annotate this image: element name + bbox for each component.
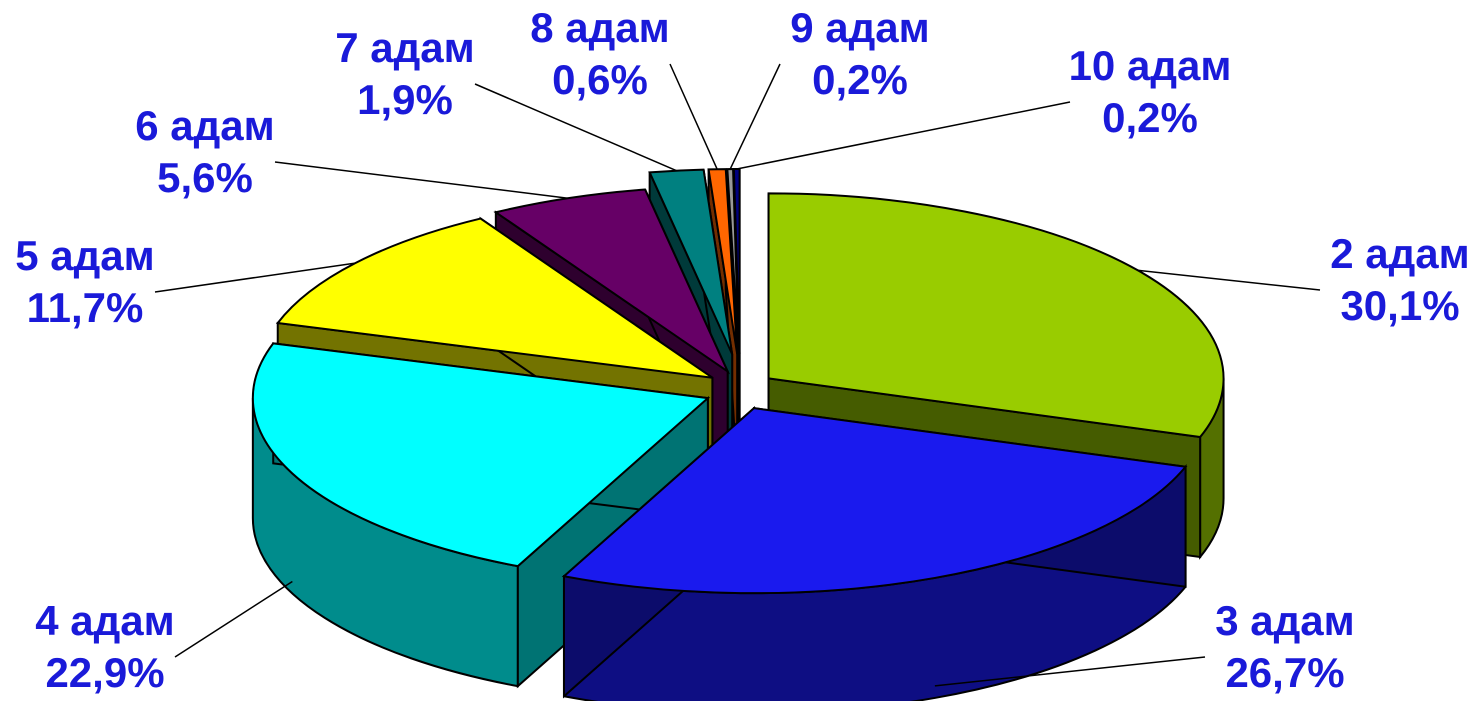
slice-2-top [767,192,1225,439]
leader-line-10 [736,101,1071,170]
slice-value-10: 0,2% [1102,94,1198,141]
slice-value-6: 5,6% [157,154,253,201]
slice-value-2: 30,1% [1340,282,1459,329]
slice-value-7: 1,9% [357,76,453,123]
slice-label-10: 10 адам [1069,42,1232,89]
leader-line-6 [274,161,569,199]
slice-value-4: 22,9% [45,649,164,696]
slice-label-7: 7 адам [335,24,474,71]
slice-3-top [561,407,1188,595]
slice-label-2: 2 адам [1330,230,1469,277]
leader-line-4 [174,580,293,658]
slice-label-3: 3 адам [1215,597,1354,644]
leader-line-7 [474,83,677,172]
leader-line-8 [669,63,718,170]
slice-4-top [251,342,711,568]
slice-5-top [275,217,713,379]
leader-line-3 [934,656,1206,687]
slice-8-top [707,168,739,355]
slice-labels: 2 адам 30,1% 3 адам 26,7% 4 адам 22,9% 5 адам 1… [15,4,1469,696]
slice-label-6: 6 адам [135,102,274,149]
leader-line-9 [729,63,781,170]
slice-label-4: 4 адам [35,597,174,644]
slice-label-9: 9 адам [790,4,929,51]
slice-value-9: 0,2% [812,56,908,103]
slice-value-8: 0,6% [552,56,648,103]
pie-slices [251,168,1225,701]
leader-line-5 [154,262,356,293]
slice-label-8: 8 адам [530,4,669,51]
slice-value-3: 26,7% [1225,649,1344,696]
leader-line-2 [1137,269,1321,291]
slice-label-5: 5 адам [15,232,154,279]
leader-lines [154,63,1321,687]
slice-value-5: 11,7% [27,284,144,331]
